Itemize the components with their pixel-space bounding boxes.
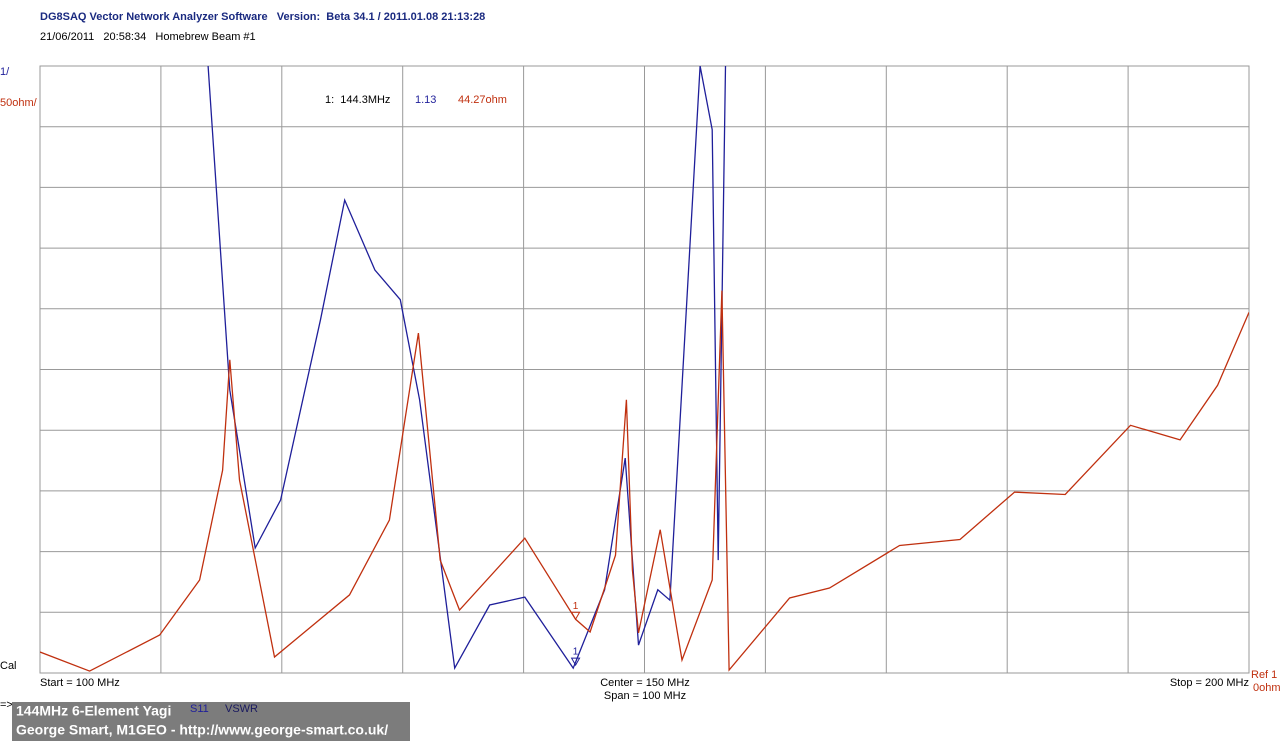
legend-vswr: VSWR — [225, 703, 258, 715]
overlay-box — [12, 702, 410, 741]
y-axis-label: 1/ — [0, 66, 10, 78]
plot-area: 11 — [39, 65, 1250, 674]
ref-label: Ref 1 — [1251, 669, 1277, 681]
overlay-line2: George Smart, M1GEO - http://www.george-… — [16, 722, 388, 738]
marker-triangle — [570, 657, 581, 667]
span-label: Span = 100 MHz — [604, 690, 686, 702]
subtitle: 21/06/2011 20:58:34 Homebrew Beam #1 — [40, 31, 256, 43]
app-title: DG8SAQ Vector Network Analyzer Software … — [40, 11, 485, 23]
marker-readout: 1: 144.3MHz — [325, 94, 390, 106]
marker-label: 1 — [573, 647, 579, 658]
ref2-label: 0ohm — [1253, 682, 1280, 694]
arrow-label: => — [0, 699, 13, 711]
marker-impedance: 44.27ohm — [458, 94, 507, 106]
start-label: Start = 100 MHz — [40, 677, 120, 689]
marker-label: 1 — [573, 601, 579, 612]
y2-axis-label: 50ohm/ — [0, 97, 38, 109]
stop-label: Stop = 200 MHz — [1170, 677, 1249, 689]
legend-s11: S11 — [190, 703, 209, 715]
cal-label: Cal — [0, 660, 17, 672]
overlay-line1: 144MHz 6-Element Yagi — [16, 703, 171, 719]
trace — [40, 290, 1249, 672]
marker-vswr: 1.13 — [415, 94, 436, 106]
marker-triangle — [570, 611, 581, 621]
center-label: Center = 150 MHz — [600, 677, 690, 689]
